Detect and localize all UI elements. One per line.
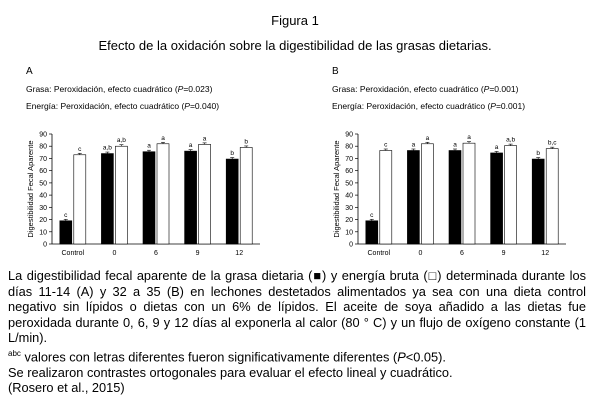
energy-bar: [198, 144, 211, 245]
energy-bar: [545, 148, 559, 245]
figure-subtitle: Efecto de la oxidación sobre la digestib…: [98, 38, 492, 53]
y-tick-label: 80: [39, 144, 47, 151]
x-tick-label: 12: [235, 250, 243, 257]
energy-bar: [115, 145, 128, 245]
y-tick-label: 50: [345, 180, 353, 187]
caption-contrasts: Se realizaron contrastes ortogonales par…: [8, 364, 453, 380]
x-tick-label: 0: [418, 250, 422, 257]
caption-citation: (Rosero et al., 2015): [8, 380, 125, 396]
fat-bar: [142, 151, 156, 245]
y-tick-label: 70: [345, 156, 353, 163]
significance-label: a: [467, 134, 471, 141]
significance-label: a: [412, 142, 416, 149]
fat-bar: [490, 152, 503, 245]
x-tick-label: 9: [196, 250, 200, 257]
y-tick-label: 60: [39, 168, 47, 175]
energy-bar: [73, 154, 87, 245]
fat-stat-line: Grasa: Peroxidación, efecto cuadrático (…: [332, 84, 519, 94]
energy-bar: [156, 143, 170, 245]
fat-bar: [365, 220, 379, 245]
significance-label: a,b: [117, 137, 126, 144]
fat-bar: [225, 158, 239, 245]
x-tick-label: 6: [460, 250, 464, 257]
x-tick-label: 12: [541, 250, 549, 257]
significance-label: a: [203, 135, 207, 142]
y-tick-label: 70: [39, 156, 47, 163]
significance-label: a,b: [103, 145, 112, 152]
y-tick-label: 50: [39, 180, 47, 187]
caption-significance: abc valores con letras diferentes fueron…: [8, 348, 446, 365]
y-axis-title: Digestibilidad Fecal Aparente: [332, 140, 341, 237]
significance-label: c: [370, 212, 374, 219]
x-tick-label: 6: [154, 250, 158, 257]
significance-label: a: [453, 142, 457, 149]
figure-title: Figura 1: [271, 13, 319, 28]
significance-label: b,c: [548, 140, 557, 147]
caption-description: La digestibilidad fecal aparente de la g…: [8, 268, 587, 346]
bar-chart-a: Digestibilidad Fecal Aparente 0 10 20 30 40 50…: [26, 132, 260, 257]
y-tick-label: 60: [345, 168, 353, 175]
fat-bar: [407, 150, 420, 245]
significance-label: a: [495, 144, 499, 151]
fat-bar: [448, 150, 462, 245]
significance-label: a,b: [506, 137, 515, 144]
y-tick-label: 10: [345, 229, 353, 236]
fat-stat-line: Grasa: Peroxidación, efecto cuadrático (…: [26, 84, 213, 94]
y-tick-label: 40: [345, 193, 353, 200]
energy-stat-line: Energía: Peroxidación, efecto cuadrático…: [26, 101, 220, 111]
panel-b: B Grasa: Peroxidación, efecto cuadrático…: [328, 64, 578, 260]
x-tick-label: Control: [368, 250, 391, 257]
y-tick-label: 30: [39, 205, 47, 212]
energy-bar: [504, 145, 517, 245]
significance-label: a: [147, 143, 151, 150]
bar-chart-b: Digestibilidad Fecal Aparente 0 10 20 30 40 50…: [332, 132, 566, 257]
significance-label: b: [230, 150, 234, 157]
y-tick-label: 20: [39, 217, 47, 224]
significance-label: c: [78, 146, 82, 153]
filled-square-icon: ■: [312, 268, 323, 283]
energy-stat-line: Energía: Peroxidación, efecto cuadrático…: [332, 101, 526, 111]
y-tick-label: 80: [345, 144, 353, 151]
panel-a: A Grasa: Peroxidación, efecto cuadrático…: [22, 64, 272, 260]
empty-square-icon: □: [427, 268, 438, 283]
panel-letter: A: [26, 66, 33, 77]
significance-label: a: [426, 135, 430, 142]
fat-bar: [184, 150, 197, 245]
significance-label: a: [161, 135, 165, 142]
y-tick-label: 10: [39, 229, 47, 236]
x-tick-label: Control: [62, 250, 85, 257]
x-tick-label: 0: [112, 250, 116, 257]
energy-bar: [239, 147, 253, 245]
y-tick-label: 90: [345, 132, 353, 139]
fat-bar: [101, 153, 114, 245]
y-tick-label: 0: [349, 242, 353, 249]
y-tick-label: 90: [39, 132, 47, 139]
y-axis-title: Digestibilidad Fecal Aparente: [26, 140, 35, 237]
significance-label: b: [244, 138, 248, 145]
significance-label: c: [384, 142, 388, 149]
panel-letter: B: [332, 66, 339, 77]
figure-caption: La digestibilidad fecal aparente de la g…: [8, 268, 586, 396]
y-tick-label: 40: [39, 193, 47, 200]
energy-bar: [462, 142, 476, 245]
fat-bar: [531, 158, 545, 245]
energy-bar: [379, 150, 393, 245]
y-tick-label: 30: [345, 205, 353, 212]
y-tick-label: 0: [43, 242, 47, 249]
y-tick-label: 20: [345, 217, 353, 224]
significance-label: a: [189, 142, 193, 149]
significance-label: b: [536, 150, 540, 157]
fat-bar: [59, 220, 73, 245]
x-tick-label: 9: [502, 250, 506, 257]
significance-label: c: [64, 212, 68, 219]
energy-bar: [421, 143, 434, 245]
